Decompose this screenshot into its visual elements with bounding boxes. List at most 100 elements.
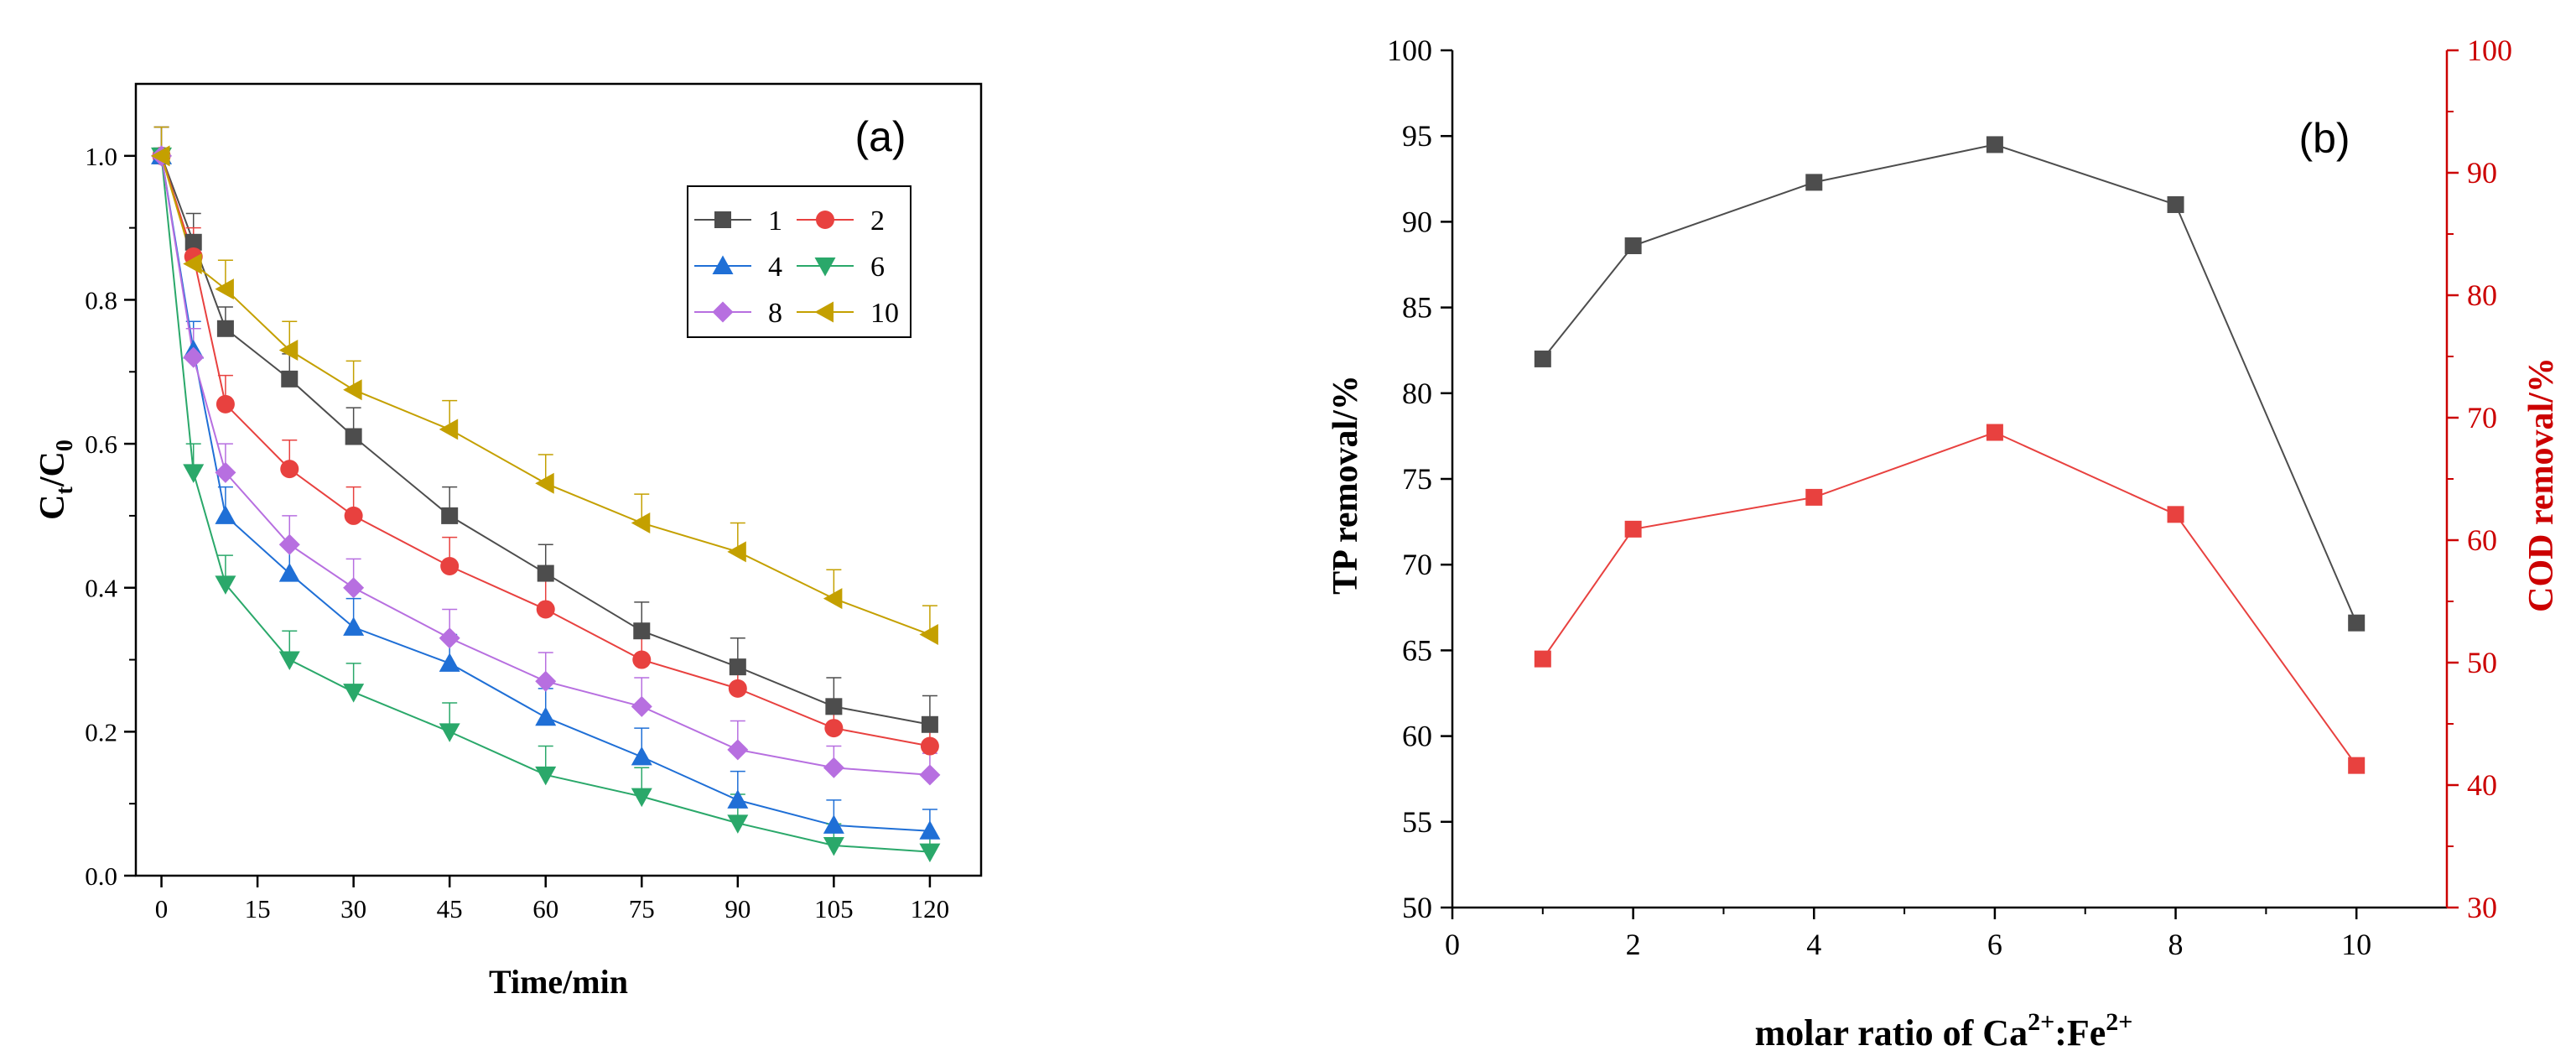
legend-label-1: 1 xyxy=(768,205,782,237)
x-axis-title-b-sup2: 2+ xyxy=(2106,1008,2132,1036)
y-left-tick-label-b: 70 xyxy=(1402,548,1432,581)
x-tick-label-a: 15 xyxy=(245,894,271,923)
x-tick-label-a: 60 xyxy=(532,894,558,923)
data-point-a-8 xyxy=(823,757,844,778)
x-tick-label-b: 2 xyxy=(1626,928,1641,961)
data-point-a-2 xyxy=(440,556,460,575)
x-tick-label-b: 0 xyxy=(1445,928,1460,961)
chart-a-axes-layer: 0 15 30 45 60 75 90 105 120 0.0 0.2 0.4 0.6 0.8 1.0 xyxy=(85,142,949,923)
legend-label-8: 8 xyxy=(768,298,782,329)
panel-label-b: (b) xyxy=(2298,115,2350,162)
x-tick-label-b: 4 xyxy=(1806,928,1821,961)
data-point-b-cod xyxy=(1805,488,1823,506)
data-point-b-cod xyxy=(2348,757,2366,774)
panel-label-a: (a) xyxy=(854,113,906,160)
legend-a: 1 2 4 6 8 10 xyxy=(687,185,911,338)
y-tick-label-a: 0.2 xyxy=(85,717,117,746)
data-point-a-10 xyxy=(151,145,170,167)
x-tick-label-a: 30 xyxy=(340,894,366,923)
data-point-a-2 xyxy=(536,600,555,619)
data-point-a-1 xyxy=(537,564,554,582)
data-point-a-6 xyxy=(439,723,460,742)
data-point-a-10 xyxy=(215,278,234,300)
data-point-b-tp xyxy=(1624,237,1642,255)
data-point-a-6 xyxy=(343,684,365,703)
x-axis-title-b-main: molar ratio of Ca xyxy=(1755,1012,2028,1053)
data-point-a-10 xyxy=(727,541,746,563)
data-point-a-2 xyxy=(728,679,747,698)
data-point-a-10 xyxy=(823,588,843,610)
data-point-a-4 xyxy=(631,746,652,766)
data-point-a-4 xyxy=(535,706,557,726)
data-point-a-2 xyxy=(632,650,652,669)
legend-marker-10 xyxy=(814,301,834,323)
y-axis-title-a: Ct/C0 xyxy=(34,440,78,520)
y-tick-label-a: 0.0 xyxy=(85,861,117,891)
data-point-b-tp xyxy=(2167,195,2184,213)
data-point-a-6 xyxy=(631,788,652,808)
x-tick-label-b: 8 xyxy=(2168,928,2184,961)
y-left-tick-label-b: 65 xyxy=(1402,633,1432,667)
x-axis-title-b-mid: :Fe xyxy=(2054,1012,2106,1053)
data-point-b-cod xyxy=(1534,650,1551,668)
data-point-a-1 xyxy=(216,320,234,337)
chart-b-axes-layer: 0 2 4 6 8 10 50 55 60 65 70 75 80 85 90 95 100 30 40 50 60 70… xyxy=(1387,34,2512,961)
data-point-a-4 xyxy=(343,616,365,636)
y-right-tick-label-b: 40 xyxy=(2467,768,2497,802)
data-point-a-10 xyxy=(183,253,202,275)
y-tick-label-a: 0.8 xyxy=(85,285,117,315)
y-left-tick-label-b: 80 xyxy=(1402,377,1432,410)
y-axis-title-a-sub2: 0 xyxy=(52,440,78,451)
data-point-b-tp xyxy=(1805,174,1823,191)
data-point-a-6 xyxy=(278,651,300,671)
chart-a-series-layer xyxy=(151,126,941,863)
y-axis-title-b-right: COD removal/% xyxy=(2522,357,2561,612)
data-point-a-8 xyxy=(278,533,300,555)
x-tick-label-b: 10 xyxy=(2341,928,2371,961)
x-tick-label-a: 75 xyxy=(629,894,655,923)
data-point-b-tp xyxy=(2348,614,2366,632)
y-left-tick-label-b: 100 xyxy=(1387,34,1432,67)
y-left-tick-label-b: 95 xyxy=(1402,119,1432,153)
y-tick-label-a: 0.6 xyxy=(85,429,117,459)
data-point-a-8 xyxy=(439,627,460,649)
y-axis-title-b-left: TP removal/% xyxy=(1327,375,1365,595)
data-point-a-2 xyxy=(920,736,939,756)
data-point-a-1 xyxy=(921,715,938,733)
y-left-tick-label-b: 90 xyxy=(1402,205,1432,238)
data-point-a-8 xyxy=(215,461,236,483)
y-left-tick-label-b: 55 xyxy=(1402,805,1432,839)
data-point-a-2 xyxy=(216,394,235,414)
legend-marker-1 xyxy=(714,211,731,228)
data-point-a-6 xyxy=(727,814,749,834)
x-tick-label-a: 105 xyxy=(814,894,854,923)
y-right-tick-label-b: 30 xyxy=(2467,891,2497,924)
data-point-a-8 xyxy=(183,346,205,368)
legend-label-6: 6 xyxy=(870,252,885,283)
data-point-a-1 xyxy=(825,698,843,715)
chart-b-series-layer xyxy=(1534,136,2366,774)
y-right-tick-label-b: 60 xyxy=(2467,523,2497,557)
data-point-a-10 xyxy=(278,340,299,362)
y-left-tick-label-b: 75 xyxy=(1402,462,1432,496)
legend-label-4: 4 xyxy=(768,252,782,283)
y-axis-title-a-mid: /C xyxy=(34,451,72,487)
x-axis-title-b-sup1: 2+ xyxy=(2028,1008,2054,1036)
data-point-a-4 xyxy=(439,653,460,672)
legend-label-10: 10 xyxy=(870,298,899,329)
data-point-a-6 xyxy=(215,575,236,595)
data-point-a-10 xyxy=(919,624,938,646)
data-point-a-10 xyxy=(535,472,554,494)
y-right-tick-label-b: 90 xyxy=(2467,156,2497,190)
data-point-a-10 xyxy=(343,379,362,401)
data-point-a-6 xyxy=(823,836,844,856)
data-point-a-2 xyxy=(280,460,299,479)
y-right-tick-label-b: 50 xyxy=(2467,646,2497,679)
data-point-a-1 xyxy=(633,622,651,640)
y-right-tick-label-b: 70 xyxy=(2467,401,2497,434)
data-point-b-cod xyxy=(1624,520,1642,538)
data-point-a-4 xyxy=(823,814,844,834)
data-point-a-4 xyxy=(727,789,749,809)
